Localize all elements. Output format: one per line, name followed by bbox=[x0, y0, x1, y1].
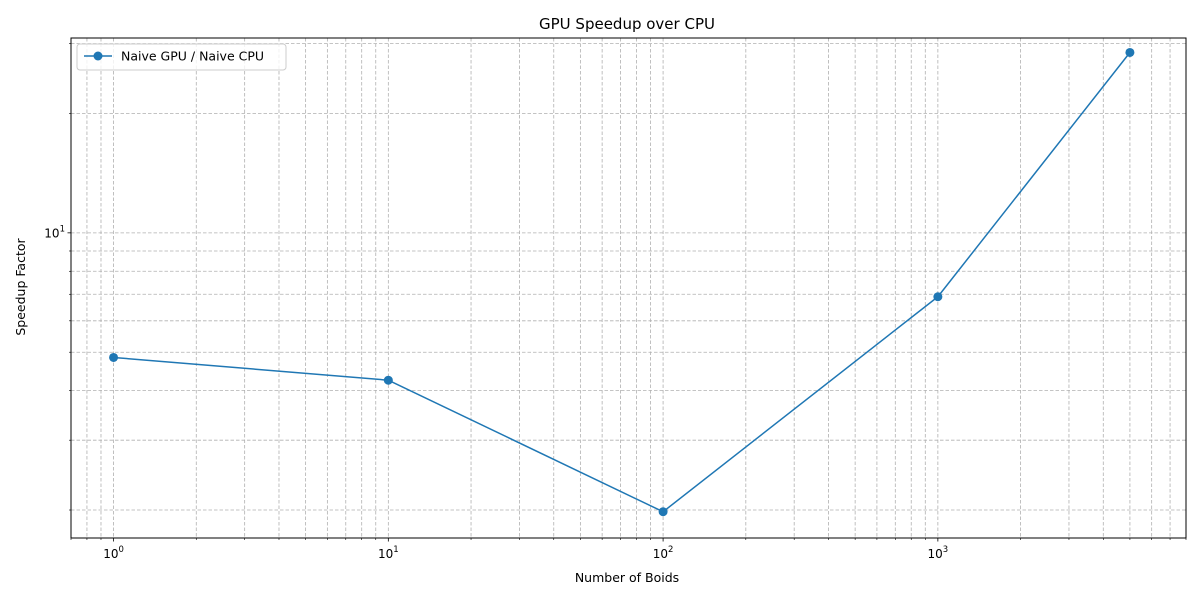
legend-box bbox=[76, 43, 287, 71]
series-line bbox=[113, 52, 1131, 513]
legend: Naive GPU / Naive CPU bbox=[76, 43, 287, 71]
legend-marker-swatch bbox=[93, 51, 103, 61]
axis-ticks: 100 101 102 103 101 bbox=[44, 43, 1187, 561]
data-point bbox=[109, 352, 119, 362]
grid bbox=[70, 38, 1187, 538]
x-axis-label: Number of Boids bbox=[575, 570, 679, 585]
x-tick-label: 102 bbox=[653, 545, 674, 561]
y-tick-label: 101 bbox=[44, 224, 65, 240]
x-tick-label: 101 bbox=[378, 545, 399, 561]
x-tick-label: 100 bbox=[103, 545, 124, 561]
data-point bbox=[933, 292, 943, 302]
chart-title: GPU Speedup over CPU bbox=[539, 15, 715, 33]
data-point bbox=[1125, 47, 1135, 57]
legend-label: Naive GPU / Naive CPU bbox=[121, 49, 264, 64]
y-axis-label: Speedup Factor bbox=[13, 238, 28, 336]
data-point bbox=[658, 507, 668, 517]
plot-frame bbox=[70, 37, 1187, 539]
series-layer bbox=[109, 47, 1135, 517]
data-point bbox=[383, 375, 393, 385]
x-tick-label: 103 bbox=[928, 545, 949, 561]
